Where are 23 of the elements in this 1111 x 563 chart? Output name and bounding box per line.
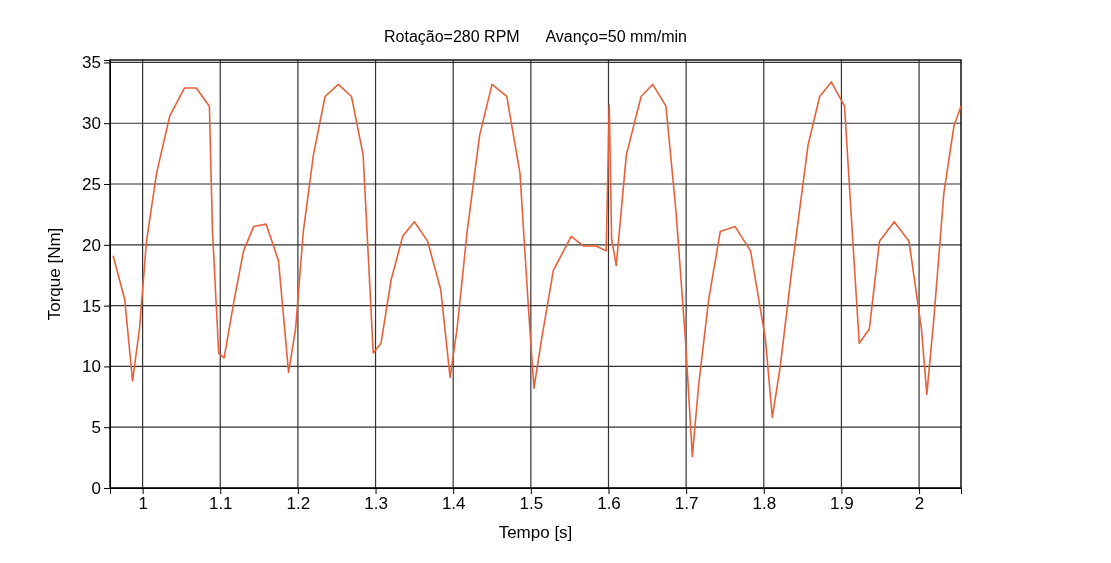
x-tick-label: 1.5 <box>519 494 544 514</box>
text: Rotação=280 RPM Avanço=50 mm/min <box>384 28 687 45</box>
y-axis-title: Torque [Nm] <box>45 227 64 321</box>
x-tick-label: 1.6 <box>597 494 621 514</box>
x-tick-label: 1.8 <box>752 494 777 514</box>
y-tick-label: 0 <box>91 478 101 498</box>
y-tick-label: 30 <box>82 114 101 134</box>
x-tick-label: 1.9 <box>830 494 854 514</box>
x-tick-label: 1.4 <box>441 494 466 514</box>
y-tick-label: 10 <box>82 357 101 377</box>
x-axis-title: Tempo [s] <box>498 523 573 542</box>
y-tick-label: 15 <box>82 296 101 316</box>
x-tick-label: 1.3 <box>364 494 388 514</box>
x-tick-label: 1.2 <box>286 494 311 514</box>
x-tick-label: 1 <box>138 494 148 514</box>
y-tick-label: 35 <box>82 53 101 73</box>
y-tick-label: 20 <box>82 235 101 255</box>
x-tick-label: 1.7 <box>674 494 699 514</box>
x-tick-label: 2 <box>914 494 925 514</box>
y-tick-label: 5 <box>91 418 101 438</box>
line-series <box>112 81 962 458</box>
y-tick-label: 25 <box>82 174 101 194</box>
x-tick-label: 1.1 <box>208 494 233 514</box>
